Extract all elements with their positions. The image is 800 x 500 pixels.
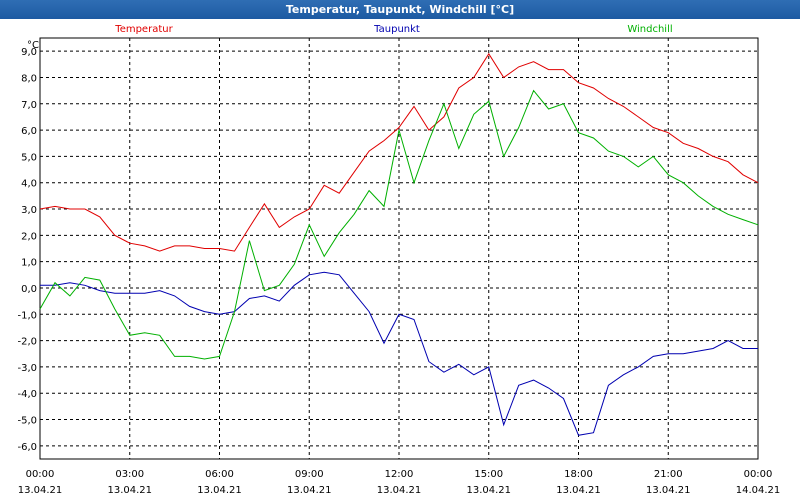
- x-tick-time: 09:00: [295, 469, 324, 480]
- x-tick-date: 13.04.21: [107, 485, 152, 496]
- y-tick-label: -4,0: [17, 389, 37, 400]
- legend-taupunkt: Taupunkt: [373, 24, 420, 35]
- chart-title: Temperatur, Taupunkt, Windchill [°C]: [0, 0, 800, 19]
- y-tick-label: 4,0: [21, 179, 37, 190]
- y-tick-label: -2,0: [17, 337, 37, 348]
- x-tick-date: 13.04.21: [287, 485, 332, 496]
- series-lines: [39, 52, 759, 436]
- series-line-taupunkt: [40, 271, 758, 436]
- y-tick-label: 6,0: [21, 126, 37, 137]
- y-tick-label: 2,0: [21, 231, 37, 242]
- x-tick-time: 21:00: [654, 469, 683, 480]
- x-tick-time: 06:00: [205, 469, 234, 480]
- y-tick-label: -6,0: [17, 442, 37, 453]
- series-line-temperatur: [39, 52, 759, 252]
- y-tick-label: 0,0: [21, 284, 37, 295]
- y-axis-unit: °C: [27, 40, 39, 51]
- x-tick-date: 13.04.21: [18, 485, 63, 496]
- x-tick-time: 00:00: [744, 469, 773, 480]
- y-tick-label: -1,0: [17, 310, 37, 321]
- x-tick-date: 13.04.21: [377, 485, 422, 496]
- x-tick-time: 15:00: [474, 469, 503, 480]
- y-tick-label: 9,0: [21, 47, 37, 58]
- grid: [39, 38, 759, 459]
- x-tick-date: 14.04.21: [736, 485, 781, 496]
- x-tick-date: 13.04.21: [646, 485, 691, 496]
- y-tick-label: 3,0: [21, 205, 37, 216]
- y-tick-label: -5,0: [17, 416, 37, 427]
- temperature-chart: 9,0 8,0 7,0 6,0 5,0 4,0 3,0 2,0 1,0 0,0 -1,0 -2,0 -3…: [17, 24, 780, 496]
- axis-labels: 9,0 8,0 7,0 6,0 5,0 4,0 3,0 2,0 1,0 0,0 -1,0 -2,0 -3…: [17, 40, 780, 496]
- legend-temperatur: Temperatur: [114, 24, 173, 35]
- x-tick-date: 13.04.21: [197, 485, 242, 496]
- y-tick-label: -3,0: [17, 363, 37, 374]
- legend: Temperatur Taupunkt Windchill: [114, 24, 672, 35]
- x-tick-date: 13.04.21: [556, 485, 601, 496]
- y-tick-label: 8,0: [21, 73, 37, 84]
- y-tick-label: 7,0: [21, 100, 37, 111]
- legend-windchill: Windchill: [627, 24, 672, 35]
- x-tick-time: 03:00: [115, 469, 144, 480]
- x-tick-time: 18:00: [564, 469, 593, 480]
- y-tick-label: 5,0: [21, 152, 37, 163]
- x-tick-date: 13.04.21: [466, 485, 511, 496]
- x-tick-time: 12:00: [385, 469, 414, 480]
- series-line-windchill: [39, 89, 759, 360]
- y-tick-label: 1,0: [21, 258, 37, 269]
- x-tick-time: 00:00: [26, 469, 55, 480]
- plot-border: [39, 37, 759, 460]
